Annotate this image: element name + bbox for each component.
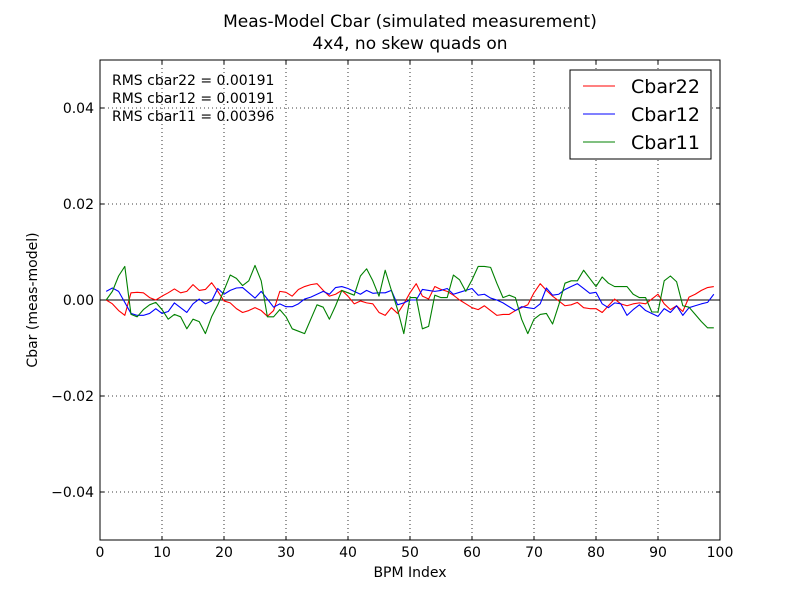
chart-title: Meas-Model Cbar (simulated measurement) — [223, 12, 597, 32]
x-tick-label: 80 — [587, 545, 605, 561]
series-line-cbar11 — [105, 264, 714, 335]
series-line-cbar22 — [105, 282, 714, 317]
chart-subtitle: 4x4, no skew quads on — [312, 34, 507, 54]
x-tick-label: 90 — [649, 545, 667, 561]
rms-annotation: RMS cbar12 = 0.00191 — [112, 91, 274, 107]
axis-ticks: 0 10 20 30 40 50 60 70 80 90 100 −0.04 −0.02 0.00 0.02… — [51, 60, 733, 561]
x-tick-label: 100 — [707, 545, 734, 561]
legend-label-cbar22: Cbar22 — [631, 76, 700, 98]
legend-label-cbar12: Cbar12 — [631, 104, 700, 126]
y-tick-label: −0.04 — [51, 485, 94, 501]
y-tick-label: −0.02 — [51, 389, 94, 405]
y-tick-label: 0.00 — [63, 293, 94, 309]
series-layer — [105, 264, 715, 335]
x-tick-label: 0 — [96, 545, 105, 561]
x-tick-label: 50 — [401, 545, 419, 561]
x-tick-label: 60 — [463, 545, 481, 561]
x-tick-label: 40 — [339, 545, 357, 561]
x-tick-label: 20 — [215, 545, 233, 561]
y-tick-label: 0.02 — [63, 197, 94, 213]
rms-annotations: RMS cbar22 = 0.00191 RMS cbar12 = 0.00191… — [112, 73, 274, 125]
y-tick-label: 0.04 — [63, 101, 94, 117]
x-tick-label: 10 — [153, 545, 171, 561]
legend-label-cbar11: Cbar11 — [631, 132, 700, 154]
legend: Cbar22 Cbar12 Cbar11 — [569, 69, 712, 160]
x-tick-label: 70 — [525, 545, 543, 561]
x-axis-label: BPM Index — [373, 565, 446, 581]
x-tick-label: 30 — [277, 545, 295, 561]
rms-annotation: RMS cbar11 = 0.00396 — [112, 109, 274, 125]
rms-annotation: RMS cbar22 = 0.00191 — [112, 73, 274, 89]
y-axis-label: Cbar (meas-model) — [25, 232, 41, 367]
